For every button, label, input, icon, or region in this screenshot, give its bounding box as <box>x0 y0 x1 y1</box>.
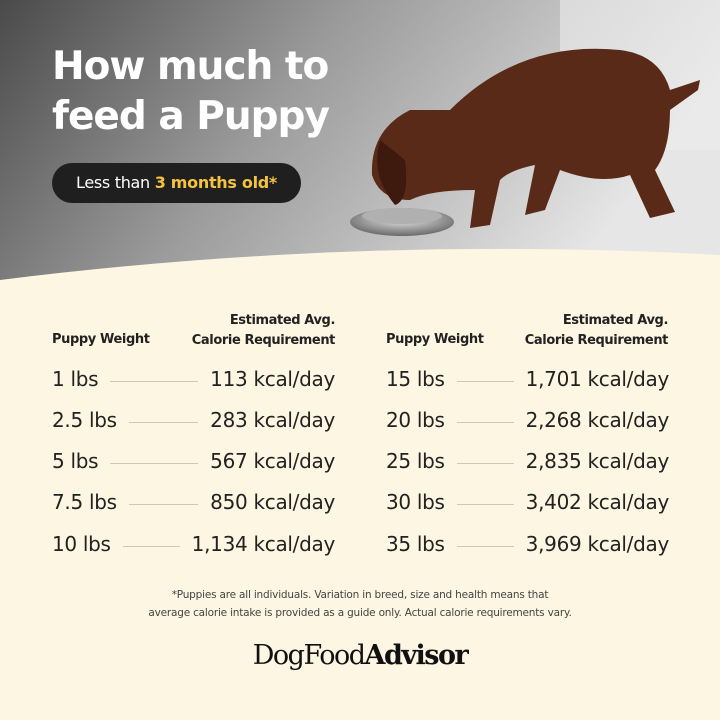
header-calorie-right: Estimated Avg. Calorie Requirement <box>524 313 669 348</box>
row-divider <box>457 504 514 505</box>
puppy-weight: 20 lbs <box>386 408 445 432</box>
row-divider <box>457 381 514 382</box>
puppy-weight: 35 lbs <box>386 532 445 556</box>
header-puppy-weight-right: Puppy Weight <box>386 332 484 347</box>
row-divider <box>110 463 198 464</box>
table-row: 20 lbs 2,268 kcal/day <box>386 408 669 438</box>
header-puppy-weight-left: Puppy Weight <box>52 332 150 347</box>
footnote: *Puppies are all individuals. Variation … <box>148 589 572 619</box>
calorie-requirement: 1,134 kcal/day <box>191 532 336 556</box>
hero-photo-puppy-eating <box>0 0 720 280</box>
header-calorie-left: Estimated Avg. Calorie Requirement <box>191 313 336 348</box>
age-badge: Less than 3 months old* <box>52 163 301 203</box>
puppy-weight: 15 lbs <box>386 367 445 391</box>
row-divider <box>110 381 198 382</box>
table-row: 35 lbs 3,969 kcal/day <box>386 532 669 562</box>
table-row: 25 lbs 2,835 kcal/day <box>386 449 669 479</box>
puppy-weight: 2.5 lbs <box>52 408 117 432</box>
title-line-2: feed a Puppy <box>52 94 330 139</box>
puppy-weight: 10 lbs <box>52 532 111 556</box>
calorie-requirement: 850 kcal/day <box>210 490 335 514</box>
puppy-weight: 1 lbs <box>52 367 99 391</box>
dogfoodadvisor-logo: DogFoodAdvisor <box>252 640 469 671</box>
table-row: 2.5 lbs 283 kcal/day <box>52 408 335 438</box>
table-row: 7.5 lbs 850 kcal/day <box>52 490 335 520</box>
table-row: 5 lbs 567 kcal/day <box>52 449 335 479</box>
row-divider <box>129 422 198 423</box>
calorie-requirement: 283 kcal/day <box>210 408 335 432</box>
table-row: 1 lbs 113 kcal/day <box>52 367 335 397</box>
puppy-weight: 5 lbs <box>52 449 99 473</box>
calorie-requirement: 3,969 kcal/day <box>525 532 670 556</box>
calorie-requirement: 1,701 kcal/day <box>525 367 670 391</box>
calorie-requirement: 567 kcal/day <box>210 449 335 473</box>
row-divider <box>457 422 514 423</box>
age-badge-prefix: Less than <box>76 173 150 192</box>
table-row: 10 lbs 1,134 kcal/day <box>52 532 335 562</box>
calorie-requirement: 2,835 kcal/day <box>525 449 670 473</box>
table-row: 30 lbs 3,402 kcal/day <box>386 490 669 520</box>
row-divider <box>129 504 198 505</box>
calorie-requirement: 3,402 kcal/day <box>525 490 670 514</box>
calorie-requirement: 113 kcal/day <box>210 367 335 391</box>
age-badge-highlight: 3 months old* <box>154 173 278 192</box>
calorie-requirement: 2,268 kcal/day <box>525 408 670 432</box>
puppy-weight: 7.5 lbs <box>52 490 117 514</box>
table-row: 15 lbs 1,701 kcal/day <box>386 367 669 397</box>
row-divider <box>457 546 514 547</box>
row-divider <box>123 546 180 547</box>
puppy-weight: 25 lbs <box>386 449 445 473</box>
puppy-weight: 30 lbs <box>386 490 445 514</box>
title-line-1: How much to <box>52 44 329 89</box>
row-divider <box>457 463 514 464</box>
